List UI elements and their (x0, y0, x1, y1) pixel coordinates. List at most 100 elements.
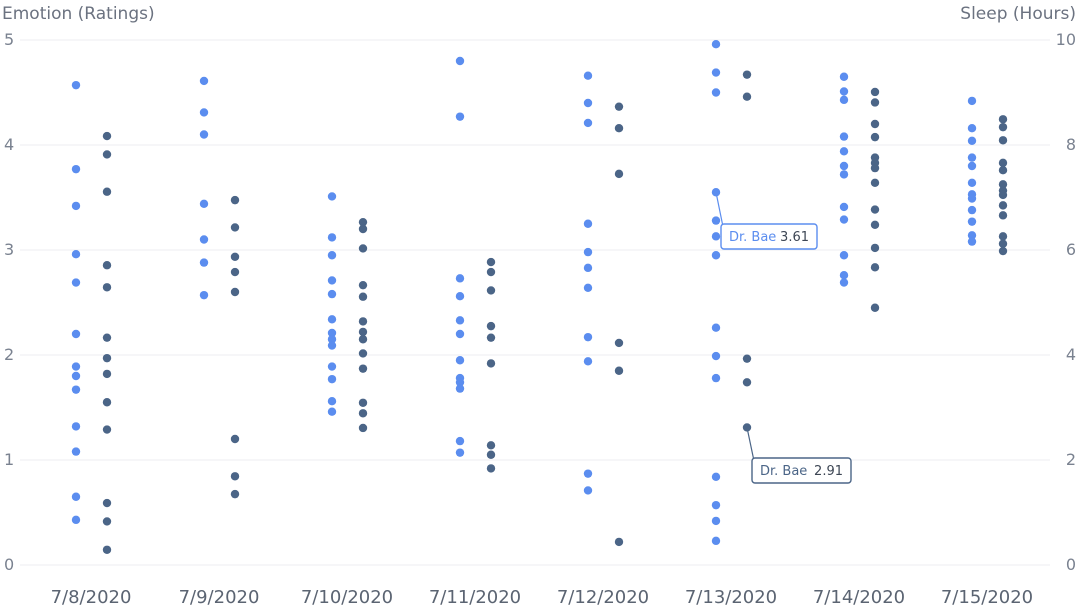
data-point[interactable] (102, 283, 112, 292)
data-point[interactable] (71, 362, 81, 371)
data-point[interactable] (614, 338, 624, 348)
data-point[interactable] (967, 231, 977, 240)
data-point[interactable] (358, 398, 368, 407)
data-point[interactable] (614, 366, 624, 375)
data-point[interactable] (711, 251, 721, 260)
data-point[interactable] (358, 280, 368, 290)
data-point[interactable] (102, 131, 112, 141)
data-point[interactable] (998, 122, 1008, 132)
data-point[interactable] (230, 195, 240, 205)
data-point[interactable] (711, 40, 721, 49)
data-point[interactable] (102, 369, 112, 379)
data-point[interactable] (327, 341, 337, 350)
data-point[interactable] (327, 289, 337, 299)
data-point[interactable] (998, 158, 1008, 168)
data-point[interactable] (614, 102, 624, 111)
data-point[interactable] (71, 385, 81, 394)
data-point[interactable] (839, 72, 849, 81)
data-point[interactable] (711, 88, 721, 97)
data-point[interactable] (583, 357, 593, 366)
data-point[interactable] (230, 267, 240, 277)
data-point[interactable] (614, 537, 624, 547)
data-point[interactable] (998, 246, 1008, 256)
data-point[interactable] (455, 56, 465, 66)
data-point[interactable] (839, 147, 849, 156)
data-point[interactable] (71, 492, 81, 501)
data-point[interactable] (711, 68, 721, 77)
data-point[interactable] (967, 96, 977, 106)
data-point[interactable] (839, 161, 849, 171)
data-point[interactable] (870, 132, 880, 142)
data-point[interactable] (327, 233, 337, 242)
data-point[interactable] (870, 303, 880, 312)
data-point[interactable] (486, 450, 496, 459)
data-point[interactable] (71, 422, 81, 431)
data-point[interactable] (870, 263, 880, 272)
data-point[interactable] (71, 201, 81, 211)
data-point[interactable] (839, 278, 849, 287)
data-point[interactable] (486, 441, 496, 450)
data-point[interactable] (998, 136, 1008, 145)
data-point[interactable] (839, 271, 849, 280)
data-point[interactable] (583, 486, 593, 495)
data-point[interactable] (358, 423, 368, 433)
data-point[interactable] (967, 161, 977, 171)
data-point[interactable] (583, 469, 593, 478)
data-point[interactable] (102, 517, 112, 526)
data-point[interactable] (870, 87, 880, 97)
data-point[interactable] (711, 472, 721, 481)
data-point[interactable] (199, 76, 209, 86)
data-point[interactable] (998, 190, 1008, 200)
data-point[interactable] (870, 163, 880, 173)
data-point[interactable] (839, 95, 849, 105)
data-point[interactable] (870, 98, 880, 107)
data-point[interactable] (486, 333, 496, 342)
data-point[interactable] (71, 164, 81, 174)
data-point[interactable] (102, 353, 112, 363)
data-point[interactable] (614, 124, 624, 133)
data-point[interactable] (711, 323, 721, 332)
data-point[interactable] (486, 464, 496, 473)
data-point[interactable] (998, 166, 1008, 175)
data-point[interactable] (358, 327, 368, 337)
data-point[interactable] (583, 247, 593, 257)
data-point[interactable] (870, 243, 880, 253)
data-point[interactable] (486, 321, 496, 331)
data-point[interactable] (583, 98, 593, 108)
data-point[interactable] (358, 349, 368, 358)
data-point[interactable] (199, 235, 209, 244)
data-point[interactable] (583, 118, 593, 128)
data-point[interactable] (102, 545, 112, 554)
data-point[interactable] (455, 316, 465, 325)
data-point[interactable] (199, 108, 209, 117)
data-point[interactable] (199, 290, 209, 300)
data-point[interactable] (870, 220, 880, 229)
data-point[interactable] (71, 278, 81, 287)
data-point[interactable] (102, 425, 112, 434)
data-point[interactable] (583, 283, 593, 292)
data-point[interactable] (711, 216, 721, 225)
data-point[interactable] (71, 371, 81, 381)
data-point[interactable] (327, 374, 337, 384)
data-point[interactable] (71, 329, 81, 339)
data-point[interactable] (455, 329, 465, 339)
data-point[interactable] (102, 187, 112, 196)
data-point[interactable] (998, 232, 1008, 241)
data-point[interactable] (230, 223, 240, 232)
data-point[interactable] (742, 378, 752, 387)
data-point[interactable] (967, 178, 977, 187)
data-point[interactable] (71, 250, 81, 259)
data-point[interactable] (711, 232, 721, 241)
data-point[interactable] (327, 192, 337, 201)
data-point[interactable] (102, 333, 112, 342)
data-point[interactable] (327, 407, 337, 416)
data-point[interactable] (230, 489, 240, 499)
data-point[interactable] (327, 251, 337, 260)
data-point[interactable] (967, 217, 977, 226)
data-point[interactable] (455, 436, 465, 446)
data-point[interactable] (71, 515, 81, 525)
data-point[interactable] (455, 384, 465, 393)
data-point[interactable] (839, 87, 849, 96)
data-point[interactable] (870, 119, 880, 129)
data-point[interactable] (199, 130, 209, 139)
